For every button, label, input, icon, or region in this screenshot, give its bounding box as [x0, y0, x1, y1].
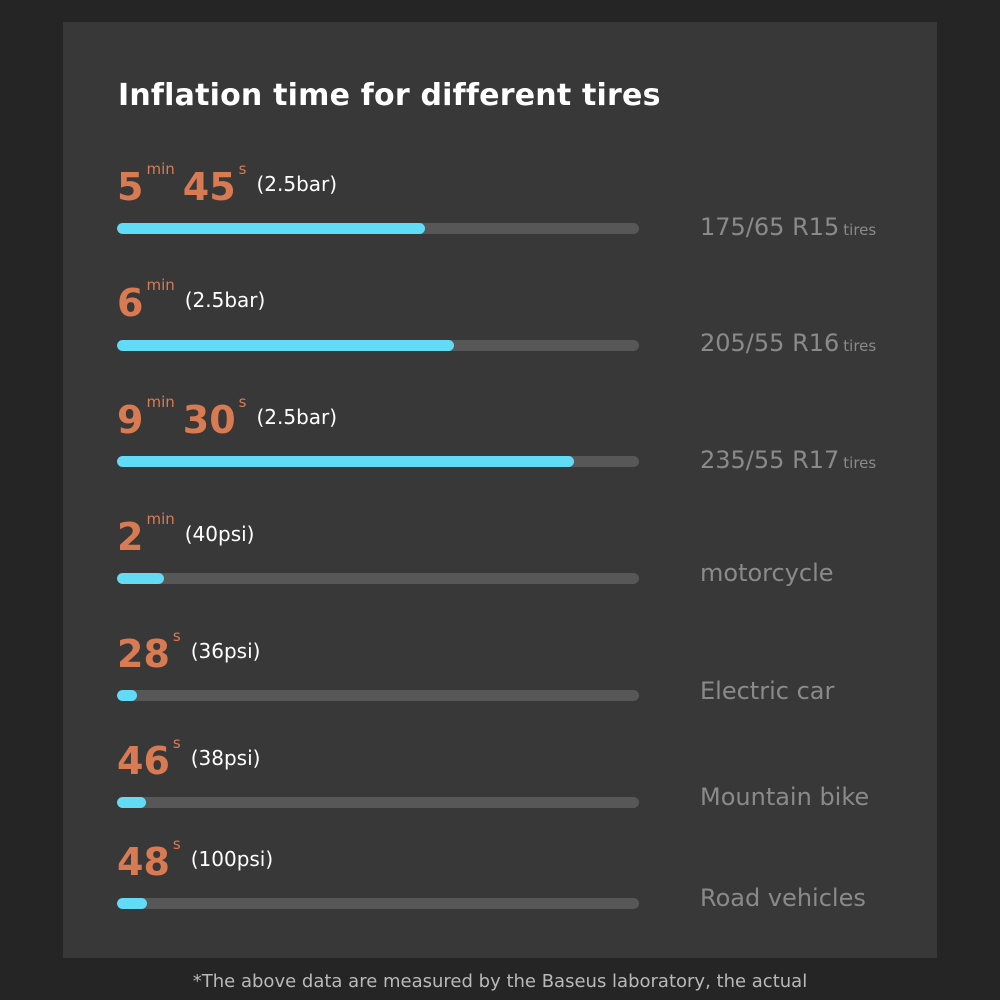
pressure-label: (40psi): [184, 522, 255, 546]
pressure-label: (2.5bar): [256, 172, 338, 196]
time-value: 45: [182, 165, 236, 209]
time-readout: 48 s (100psi): [117, 837, 273, 887]
bar-fill: [117, 690, 137, 701]
bar-track: [117, 340, 639, 351]
category-label-suffix: tires: [843, 337, 877, 355]
category-label: 205/55 R16 tires: [700, 329, 876, 357]
category-label: motorcycle: [700, 559, 834, 587]
time-value: 9: [117, 398, 144, 442]
time-unit: min: [146, 276, 175, 294]
time-unit: min: [146, 510, 175, 528]
time-unit: s: [172, 734, 181, 752]
time-unit: s: [238, 393, 247, 411]
time-value: 6: [117, 281, 144, 325]
bar-track: [117, 573, 639, 584]
bar-fill: [117, 797, 146, 808]
time-unit: min: [146, 393, 175, 411]
time-readout: 28 s (36psi): [117, 629, 260, 679]
category-label: 175/65 R15 tires: [700, 213, 876, 241]
time-value: 2: [117, 515, 144, 559]
bar-fill: [117, 573, 164, 584]
time-value: 5: [117, 165, 144, 209]
bar-row: 9 min 30 s (2.5bar) 235/55 R17 tires: [63, 395, 937, 485]
chart-title: Inflation time for different tires: [118, 78, 661, 113]
chart-panel: Inflation time for different tires 5 min 4…: [63, 22, 937, 958]
bar-track: [117, 898, 639, 909]
bar-track: [117, 223, 639, 234]
bar-track: [117, 690, 639, 701]
time-readout: 6 min (2.5bar): [117, 278, 265, 328]
category-label-suffix: tires: [843, 454, 877, 472]
time-value: 46: [117, 739, 170, 783]
time-value: 48: [117, 840, 170, 884]
category-label: 235/55 R17 tires: [700, 446, 876, 474]
pressure-label: (36psi): [190, 639, 261, 663]
category-label-suffix: tires: [843, 221, 877, 239]
bar-row: 5 min 45 s (2.5bar) 175/65 R15 tires: [63, 162, 937, 252]
pressure-label: (2.5bar): [184, 288, 266, 312]
category-label-main: 175/65 R15: [700, 213, 840, 241]
bar-track: [117, 797, 639, 808]
category-label-main: 205/55 R16: [700, 329, 840, 357]
category-label-main: Electric car: [700, 677, 835, 705]
pressure-label: (100psi): [190, 847, 274, 871]
time-readout: 46 s (38psi): [117, 736, 260, 786]
bar-fill: [117, 340, 454, 351]
time-readout: 9 min 30 s (2.5bar): [117, 395, 337, 445]
bar-fill: [117, 223, 425, 234]
time-unit: s: [238, 160, 247, 178]
category-label-main: Road vehicles: [700, 884, 866, 912]
category-label-main: Mountain bike: [700, 783, 870, 811]
bar-track: [117, 456, 639, 467]
bar-row: 46 s (38psi) Mountain bike: [63, 736, 937, 826]
pressure-label: (2.5bar): [256, 405, 338, 429]
category-label: Electric car: [700, 677, 834, 705]
category-label: Mountain bike: [700, 783, 869, 811]
bar-row: 48 s (100psi) Road vehicles: [63, 837, 937, 927]
time-value: 28: [117, 632, 170, 676]
time-readout: 5 min 45 s (2.5bar): [117, 162, 337, 212]
footnote: *The above data are measured by the Base…: [192, 971, 808, 992]
time-readout: 2 min (40psi): [117, 512, 254, 562]
time-value: 30: [182, 398, 236, 442]
bar-fill: [117, 456, 574, 467]
time-unit: s: [172, 627, 181, 645]
bar-row: 6 min (2.5bar) 205/55 R16 tires: [63, 278, 937, 368]
category-label-main: motorcycle: [700, 559, 834, 587]
bar-row: 2 min (40psi) motorcycle: [63, 512, 937, 602]
bar-row: 28 s (36psi) Electric car: [63, 629, 937, 719]
category-label-main: 235/55 R17: [700, 446, 840, 474]
pressure-label: (38psi): [190, 746, 261, 770]
time-unit: s: [172, 835, 181, 853]
time-unit: min: [146, 160, 175, 178]
bar-fill: [117, 898, 148, 909]
category-label: Road vehicles: [700, 884, 866, 912]
